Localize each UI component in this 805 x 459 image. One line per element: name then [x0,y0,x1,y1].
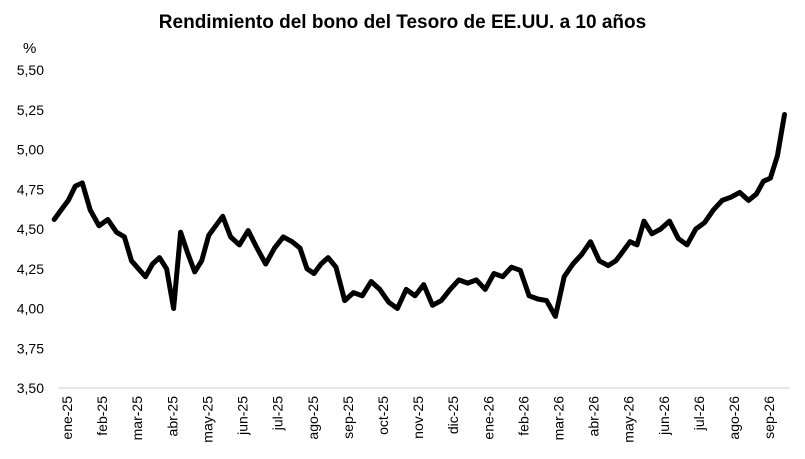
x-tick-label: feb-26 [515,396,531,436]
x-tick-label: sep-26 [761,396,777,439]
y-tick-label: 4,00 [17,301,44,317]
y-tick-label: 5,00 [17,142,44,158]
x-axis-tick-labels: ene-25 feb-25 mar-25 abr-25 may-25 jun-25 jul-… [59,396,777,443]
x-tick-label: feb-25 [94,396,110,436]
x-tick-label: dic-25 [445,396,461,434]
y-tick-label: 3,75 [17,340,44,356]
y-tick-label: 4,25 [17,261,44,277]
x-tick-label: abr-26 [586,396,602,437]
x-tick-label: ene-26 [480,396,496,440]
x-tick-label: ene-25 [59,396,75,440]
y-tick-label: 4,75 [17,181,44,197]
y-tick-label: 5,25 [17,102,44,118]
y-tick-label: 4,50 [17,221,44,237]
y-axis-unit-label: % [23,40,36,57]
x-tick-label: jun-26 [656,396,672,436]
x-tick-label: oct-25 [375,396,391,435]
y-tick-label: 3,50 [17,380,44,396]
x-tick-label: mar-26 [551,396,567,441]
x-tick-label: nov-25 [410,396,426,439]
x-tick-label: mar-25 [129,396,145,441]
x-tick-label: abr-25 [164,396,180,437]
x-tick-label: jul-26 [691,396,707,431]
x-tick-label: may-26 [621,396,637,443]
y-axis-tick-labels: 3,50 3,75 4,00 4,25 4,50 4,75 5,00 5,25 5,50 [17,62,44,396]
x-tick-label: ago-26 [726,396,742,440]
x-tick-label: may-25 [199,396,215,443]
chart-title: Rendimiento del bono del Tesoro de EE.UU… [158,12,647,33]
x-tick-label: sep-25 [340,396,356,439]
y-tick-label: 5,50 [17,62,44,78]
x-tick-label: ago-25 [305,396,321,440]
yield-series-line [51,112,787,319]
x-tick-label: jun-25 [235,396,251,436]
x-tick-label: jul-25 [270,396,286,431]
